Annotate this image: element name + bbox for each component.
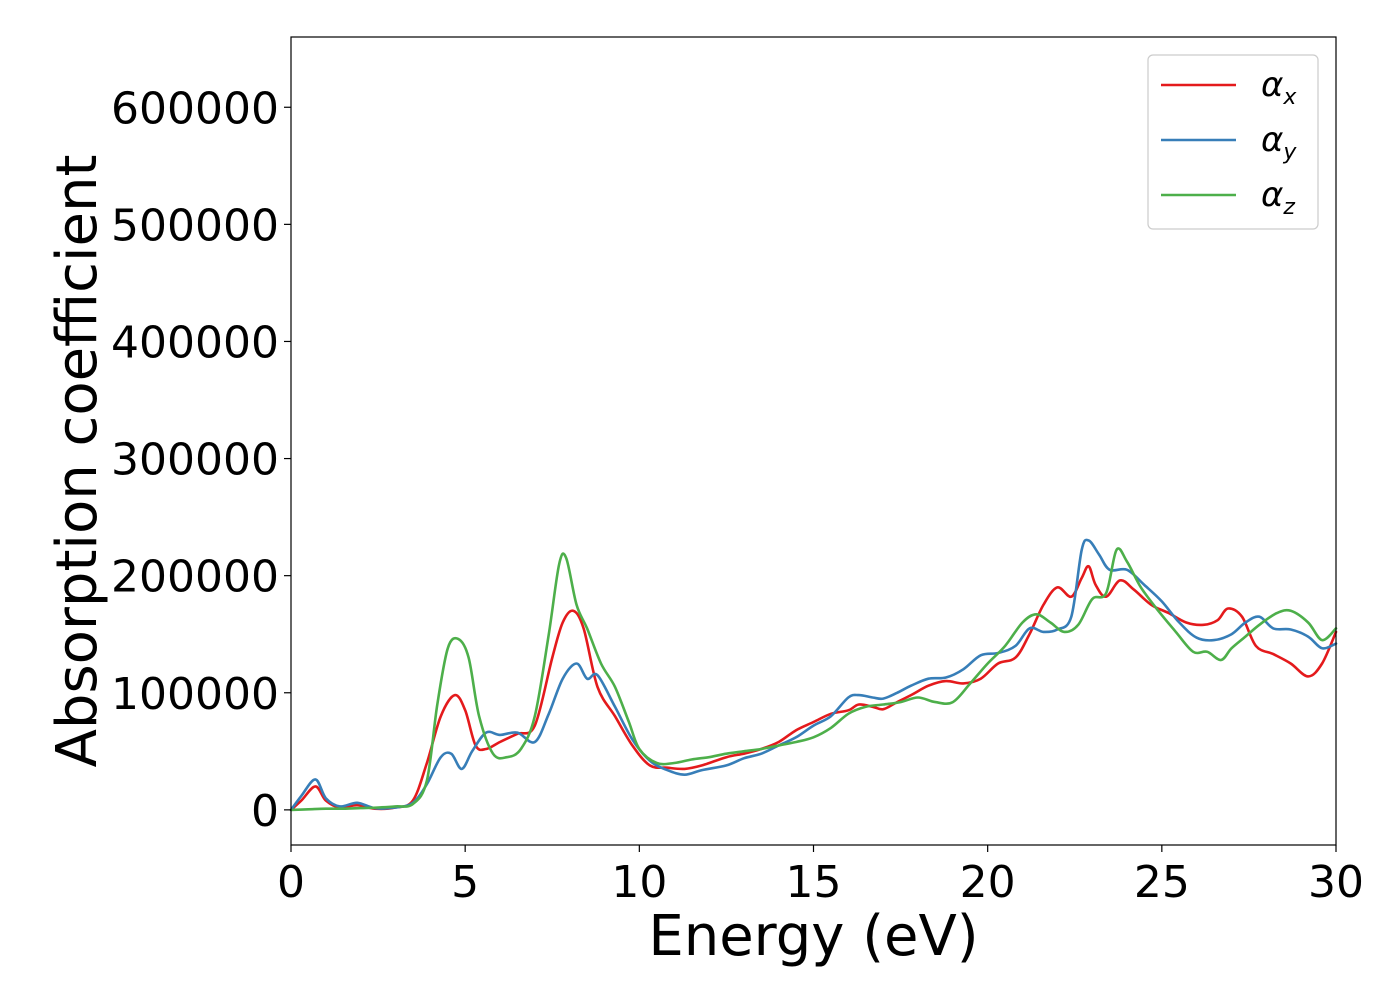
x-axis-ticks: 0 5 10 15 20 25 30 <box>277 845 1364 908</box>
y-tick-label: 500000 <box>111 200 279 251</box>
y-tick-label: 100000 <box>111 669 279 720</box>
x-tick-label: 30 <box>1308 857 1364 908</box>
x-tick-label: 10 <box>611 857 667 908</box>
y-axis-ticks: 0 100000 200000 300000 400000 500000 600000 <box>111 83 291 837</box>
series-line-alpha-x <box>289 564 1338 812</box>
x-tick-label: 25 <box>1134 857 1190 908</box>
legend-label-alpha-y: αy <box>1261 120 1297 165</box>
legend-box <box>1147 54 1319 230</box>
series-group <box>289 538 1338 812</box>
x-tick-label: 0 <box>277 857 305 908</box>
x-tick-label: 5 <box>451 857 479 908</box>
x-tick-label: 15 <box>786 857 842 908</box>
y-tick-label: 0 <box>251 786 279 837</box>
legend: αx αy αz <box>1147 54 1319 230</box>
y-tick-label: 400000 <box>111 317 279 368</box>
series-line-alpha-y <box>289 538 1338 812</box>
y-axis-label: Absorption coefficient <box>45 155 110 768</box>
legend-label-alpha-z: αz <box>1261 175 1295 220</box>
x-tick-label: 20 <box>960 857 1016 908</box>
y-tick-label: 600000 <box>111 83 279 134</box>
y-tick-label: 300000 <box>111 435 279 486</box>
legend-label-alpha-x: αx <box>1261 65 1297 110</box>
y-tick-label: 200000 <box>111 552 279 603</box>
series-line-alpha-z <box>289 547 1338 812</box>
x-axis-label: Energy (eV) <box>648 904 978 969</box>
